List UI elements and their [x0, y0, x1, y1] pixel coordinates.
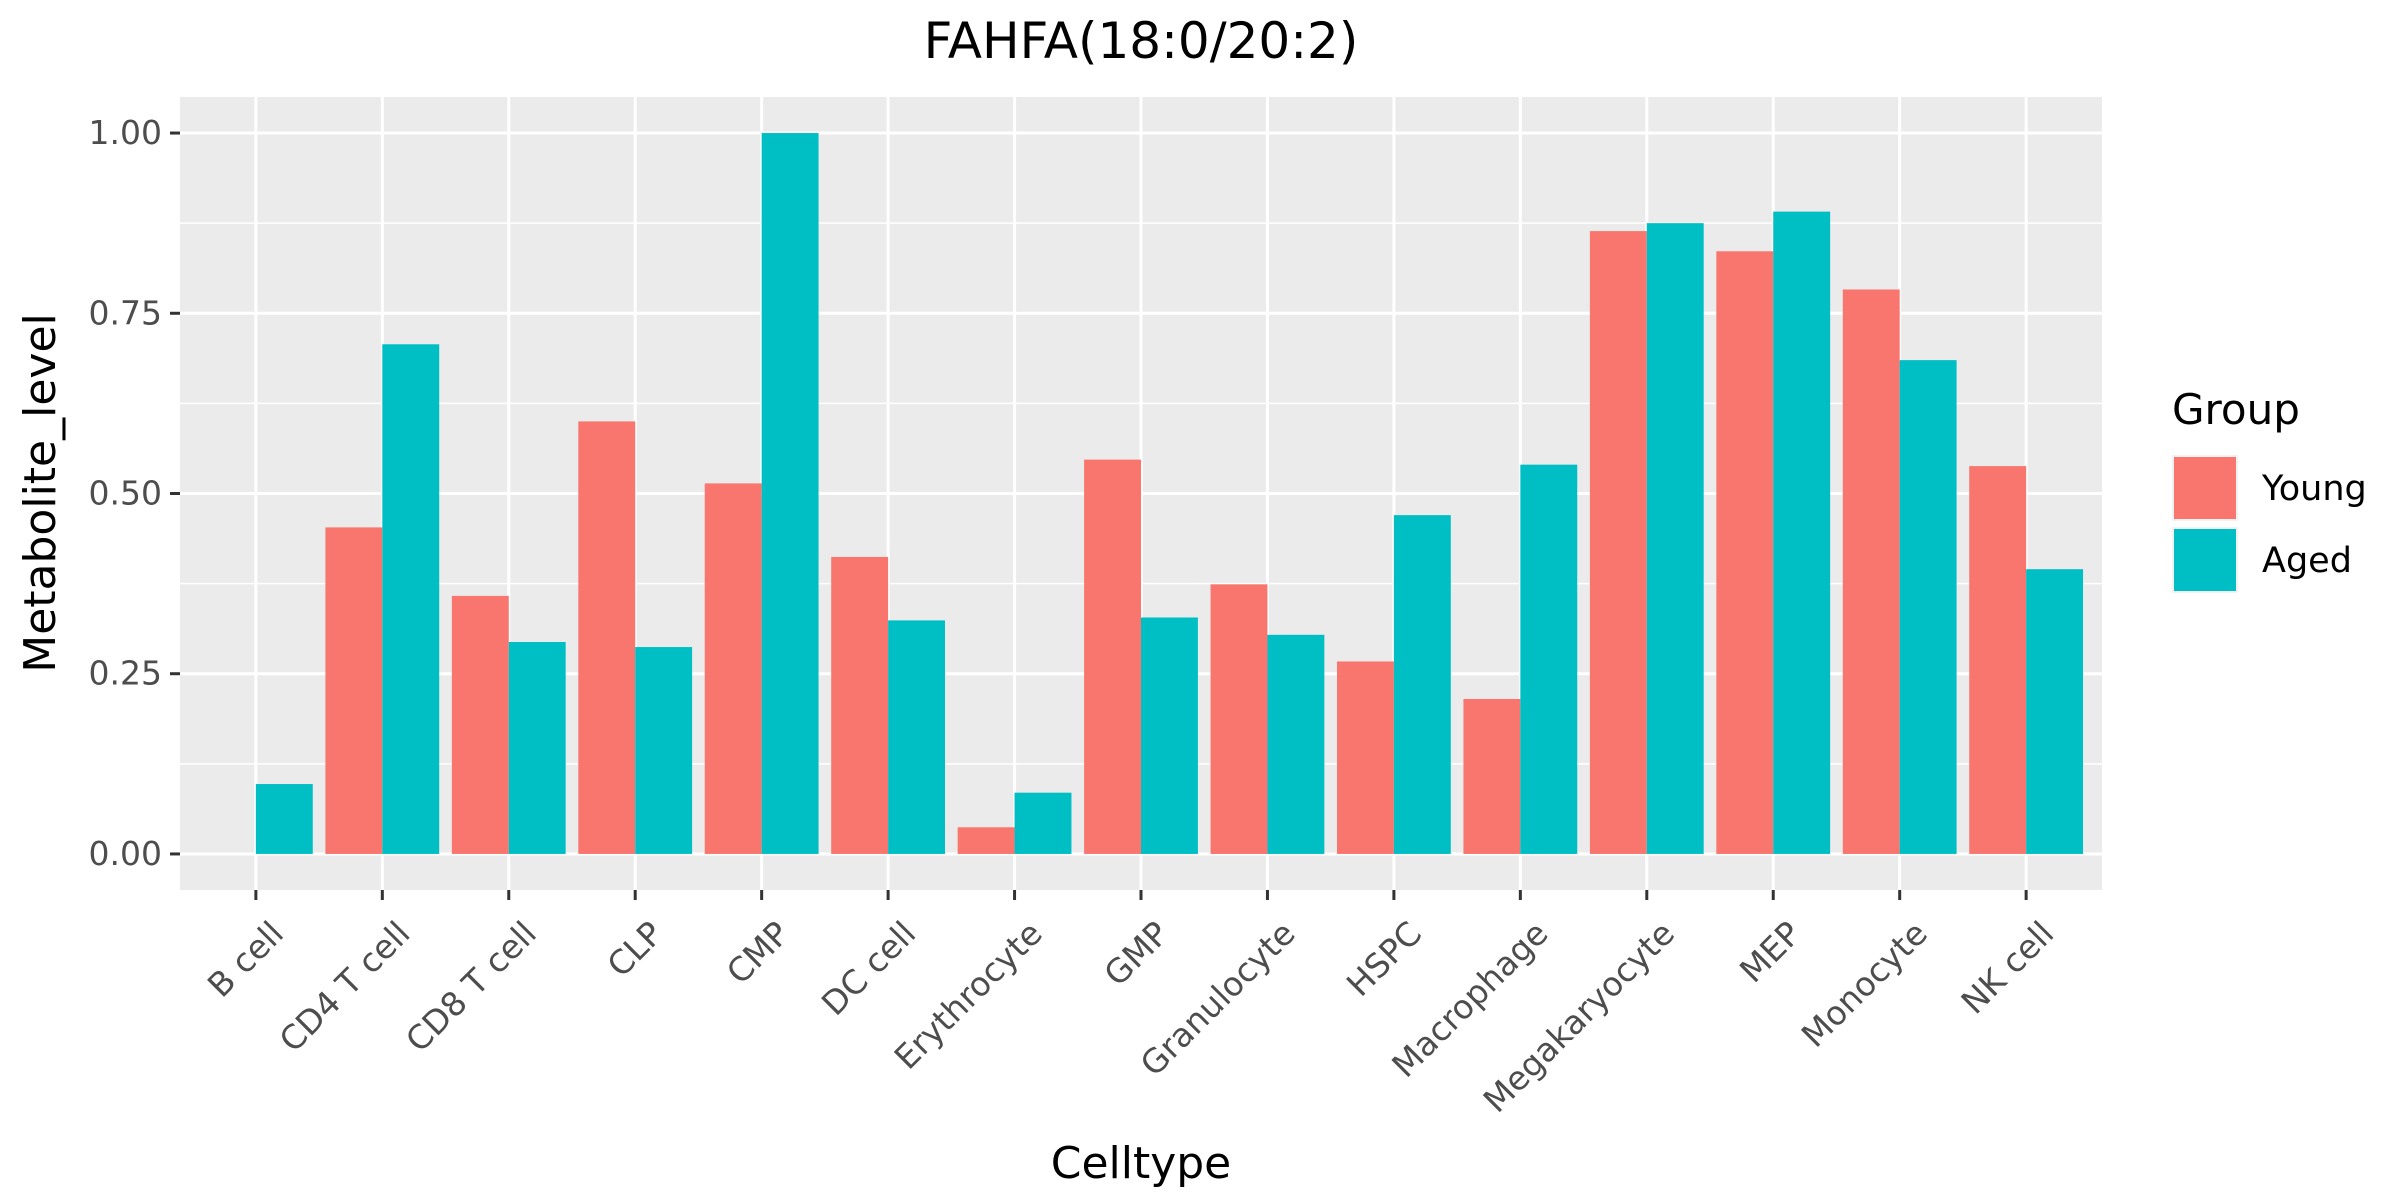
bar-aged	[1773, 211, 1831, 854]
y-tick-label: 0.25	[89, 654, 162, 693]
bar-aged	[2026, 569, 2084, 854]
bar-aged	[1267, 634, 1325, 854]
y-tick-label: 0.00	[89, 834, 162, 873]
bar-aged	[1141, 617, 1198, 854]
bar-aged	[888, 620, 946, 854]
bar-young	[1210, 584, 1268, 854]
bar-aged	[761, 133, 819, 854]
bars	[255, 133, 2084, 854]
bar-aged	[1899, 360, 1957, 854]
bar-young	[325, 527, 383, 854]
y-tick-label: 1.00	[89, 113, 162, 152]
x-tick-label: GMP	[1096, 914, 1176, 994]
x-tick-label: HSPC	[1339, 914, 1429, 1004]
bar-young	[578, 421, 636, 854]
bar-young	[1716, 251, 1774, 854]
legend-label-young: Young	[2261, 469, 2367, 509]
bar-young	[1842, 289, 1900, 854]
bar-aged	[255, 784, 313, 854]
bar-aged	[382, 344, 440, 854]
legend-label-aged: Aged	[2262, 541, 2352, 581]
legend-swatch-aged	[2174, 529, 2236, 591]
bar-young	[1589, 231, 1647, 854]
x-tick-label: Monocyte	[1794, 914, 1935, 1055]
bar-aged	[508, 642, 566, 854]
bar-young	[1969, 466, 2027, 854]
bar-aged	[1393, 515, 1451, 854]
bar-aged	[1014, 792, 1072, 854]
bar-young	[831, 556, 889, 854]
legend-title: Group	[2172, 385, 2300, 434]
bar-aged	[1520, 464, 1578, 854]
bar-young	[451, 595, 509, 854]
bar-young	[1084, 459, 1141, 854]
x-tick-label: CLP	[599, 914, 670, 985]
y-axis-title: Metabolite_level	[15, 313, 66, 673]
x-tick-label: CMP	[719, 914, 797, 992]
bar-aged	[635, 647, 693, 854]
y-tick-label: 0.75	[89, 293, 162, 332]
x-tick-label: CD8 T cell	[398, 914, 544, 1060]
x-axis-title: Celltype	[1051, 1138, 1232, 1189]
bar-young	[957, 827, 1015, 854]
chart-title: FAHFA(18:0/20:2)	[924, 12, 1359, 70]
x-tick-label: CD4 T cell	[272, 914, 418, 1060]
x-tick-label: B cell	[200, 914, 291, 1005]
bar-young	[704, 483, 762, 854]
legend-swatch-young	[2174, 457, 2236, 519]
x-tick-label: DC cell	[814, 914, 923, 1023]
bar-young	[1336, 661, 1394, 854]
x-tick-label: NK cell	[1953, 914, 2061, 1022]
y-tick-label: 0.50	[89, 474, 162, 513]
bar-aged	[1646, 223, 1704, 854]
legend: Group Young Aged	[2172, 385, 2367, 593]
x-tick-label: MEP	[1732, 914, 1809, 991]
bar-young	[1463, 698, 1521, 854]
